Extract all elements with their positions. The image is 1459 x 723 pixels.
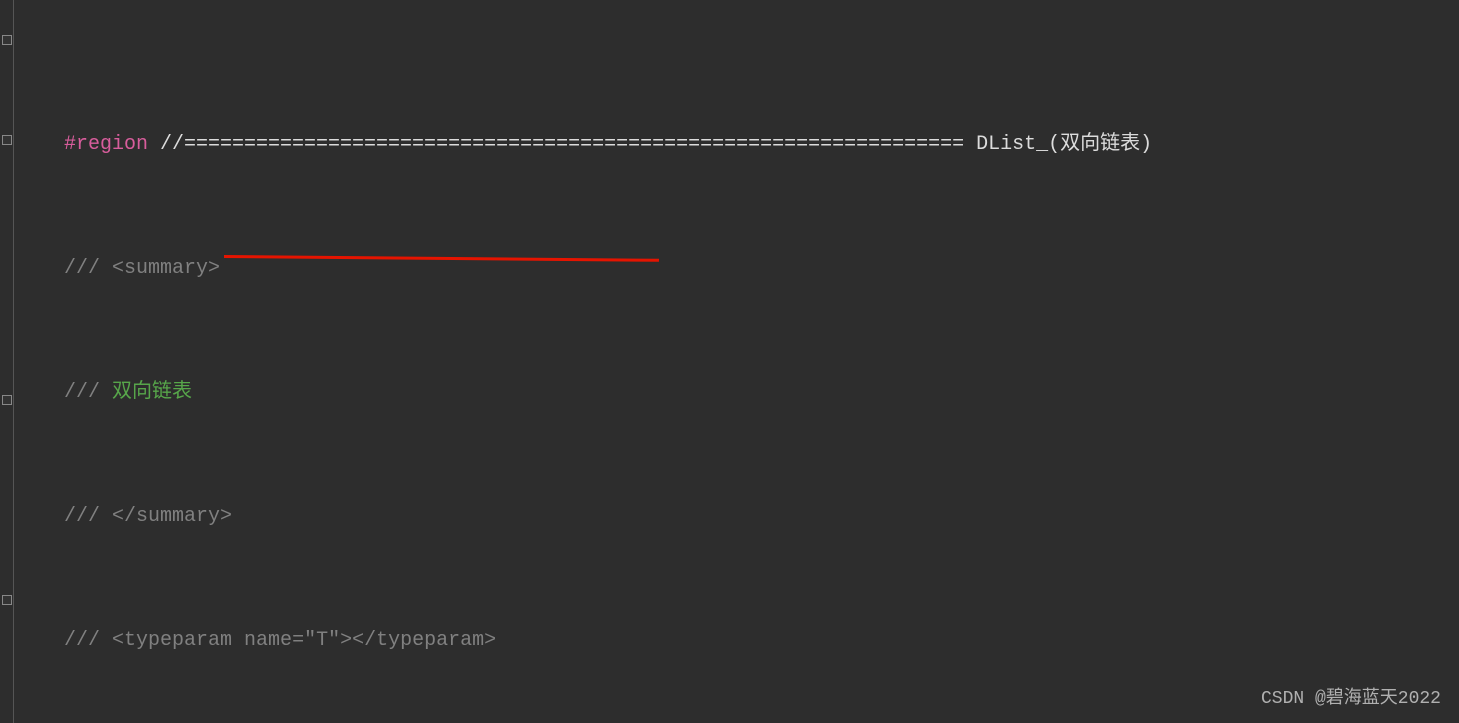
code-editor[interactable]: #region //==============================… [14, 0, 1459, 723]
region-keyword: #region [64, 133, 148, 156]
fold-marker-icon[interactable] [2, 35, 12, 45]
watermark-text: CSDN @碧海蓝天2022 [1261, 683, 1441, 709]
fold-marker-icon[interactable] [2, 395, 12, 405]
code-line: /// </summary> [64, 501, 1459, 532]
region-title: //======================================… [148, 133, 1152, 156]
fold-marker-icon[interactable] [2, 135, 12, 145]
fold-marker-icon[interactable] [2, 595, 12, 605]
code-line: /// <typeparam name="T"></typeparam> [64, 625, 1459, 656]
editor-gutter [0, 0, 14, 723]
code-line: #region //==============================… [64, 129, 1459, 160]
doc-summary-text: 双向链表 [112, 381, 192, 404]
code-line: /// 双向链表 [64, 377, 1459, 408]
